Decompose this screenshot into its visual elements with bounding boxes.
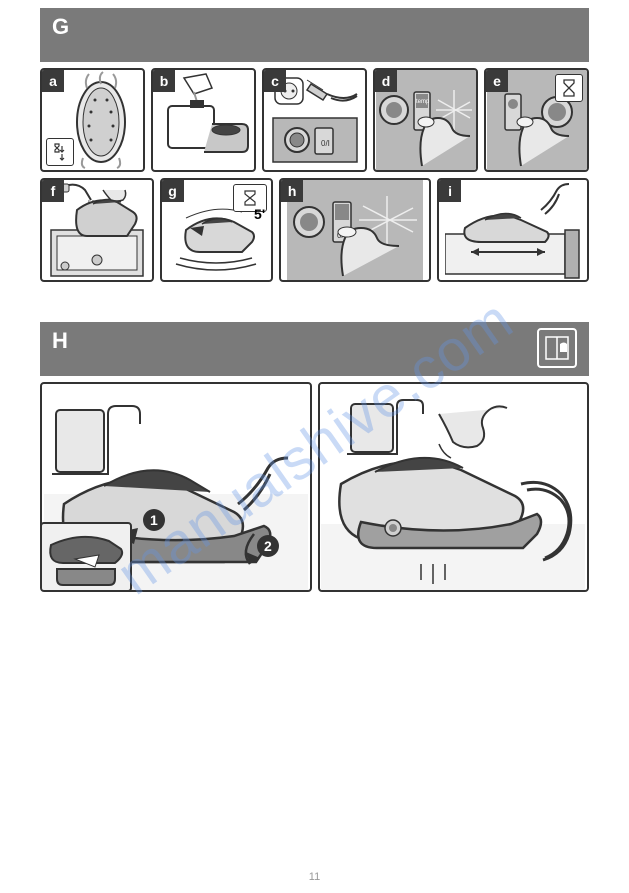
panel-d: d 0/I temp — [373, 68, 478, 172]
panel-h-illustration: 0/I — [281, 180, 429, 280]
panel-i: i — [437, 178, 589, 282]
section-h-row: 1 2 — [40, 382, 589, 592]
svg-text:0/I: 0/I — [321, 139, 330, 148]
panel-h1: 1 2 — [40, 382, 312, 592]
panel-b-label: b — [153, 70, 175, 92]
panel-e: e — [484, 68, 589, 172]
hourglass-down-icon — [46, 138, 74, 166]
panel-i-label: i — [439, 180, 461, 202]
svg-text:2: 2 — [264, 538, 272, 554]
panel-h2-illustration — [320, 384, 588, 590]
page-number: 11 — [309, 871, 320, 883]
panel-h1-inset — [40, 522, 132, 592]
timer-text: 5' — [254, 206, 265, 222]
panel-h-label: h — [281, 180, 303, 202]
svg-text:temp: temp — [416, 99, 430, 105]
section-g-row2: f g 5' — [40, 178, 589, 282]
panel-h: h 0/I — [279, 178, 431, 282]
panel-d-label: d — [375, 70, 397, 92]
svg-text:1: 1 — [150, 512, 158, 528]
panel-i-illustration — [439, 180, 587, 280]
section-g-header: G — [40, 8, 589, 62]
section-g-row1: a b — [40, 68, 589, 172]
panel-h2 — [318, 382, 590, 592]
panel-c-label: c — [264, 70, 286, 92]
panel-f: f — [40, 178, 154, 282]
panel-g: g 5' — [160, 178, 274, 282]
panel-b: b — [151, 68, 256, 172]
section-h-header: H — [40, 322, 589, 376]
panel-a: a — [40, 68, 145, 172]
storage-icon — [537, 328, 577, 368]
panel-e-label: e — [486, 70, 508, 92]
panel-g-label: g — [162, 180, 184, 202]
section-h-letter: H — [52, 328, 68, 354]
panel-a-label: a — [42, 70, 64, 92]
section-g-letter: G — [52, 14, 69, 40]
panel-c: c 0/I — [262, 68, 367, 172]
hourglass-icon — [555, 74, 583, 102]
panel-f-label: f — [42, 180, 64, 202]
